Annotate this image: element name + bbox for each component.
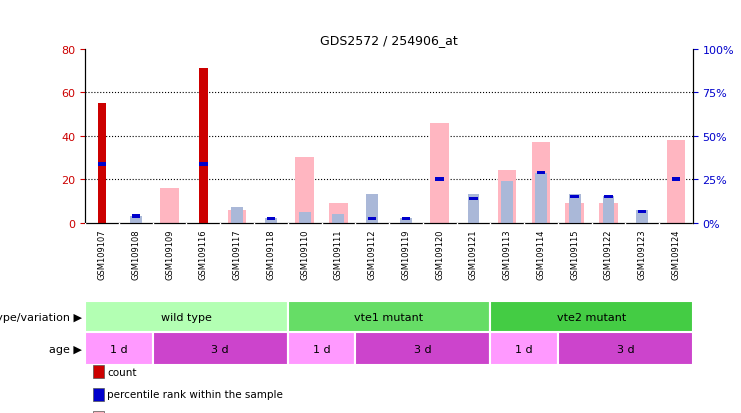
Text: genotype/variation ▶: genotype/variation ▶ bbox=[0, 312, 82, 322]
Bar bbox=[227, 210, 247, 223]
Bar bbox=[599, 204, 618, 223]
Text: value, Detection Call = ABSENT: value, Detection Call = ABSENT bbox=[107, 412, 273, 413]
Bar bbox=[602, 197, 614, 223]
Bar bbox=[98, 104, 106, 223]
Bar bbox=[667, 141, 685, 223]
Bar bbox=[531, 143, 551, 223]
Bar bbox=[299, 212, 310, 223]
Bar bbox=[535, 173, 547, 223]
Text: GSM109122: GSM109122 bbox=[604, 229, 613, 280]
Bar bbox=[329, 204, 348, 223]
Text: GSM109120: GSM109120 bbox=[435, 229, 444, 280]
Text: age ▶: age ▶ bbox=[49, 344, 82, 354]
Text: 1 d: 1 d bbox=[515, 344, 533, 354]
Text: count: count bbox=[107, 367, 137, 377]
Text: 1 d: 1 d bbox=[313, 344, 330, 354]
Bar bbox=[368, 217, 376, 220]
Bar bbox=[571, 195, 579, 199]
Text: GSM109113: GSM109113 bbox=[502, 229, 512, 280]
Bar bbox=[558, 332, 693, 366]
Bar bbox=[267, 217, 275, 220]
Text: vte1 mutant: vte1 mutant bbox=[354, 312, 424, 322]
Bar bbox=[469, 197, 478, 201]
Bar bbox=[565, 204, 584, 223]
Bar bbox=[498, 171, 516, 223]
Bar bbox=[638, 211, 646, 214]
Bar bbox=[672, 178, 680, 181]
Bar bbox=[501, 182, 513, 223]
Bar bbox=[355, 332, 491, 366]
Text: wild type: wild type bbox=[161, 312, 212, 322]
Bar bbox=[98, 163, 106, 166]
Bar bbox=[288, 332, 355, 366]
Text: 3 d: 3 d bbox=[414, 344, 431, 354]
Bar bbox=[436, 178, 444, 181]
Text: GSM109124: GSM109124 bbox=[671, 229, 680, 280]
Text: GSM109115: GSM109115 bbox=[570, 229, 579, 280]
Text: GSM109107: GSM109107 bbox=[98, 229, 107, 280]
Text: GSM109110: GSM109110 bbox=[300, 229, 309, 280]
Text: GSM109109: GSM109109 bbox=[165, 229, 174, 280]
Bar bbox=[491, 301, 693, 332]
Text: GSM109123: GSM109123 bbox=[638, 229, 647, 280]
Bar bbox=[402, 217, 410, 220]
Bar bbox=[132, 215, 140, 218]
Bar bbox=[333, 214, 345, 223]
Bar bbox=[199, 163, 207, 166]
Text: 3 d: 3 d bbox=[617, 344, 634, 354]
Bar bbox=[468, 195, 479, 223]
Text: GSM109119: GSM109119 bbox=[402, 229, 411, 280]
Bar bbox=[536, 171, 545, 175]
Bar bbox=[569, 195, 581, 223]
Text: GSM109111: GSM109111 bbox=[334, 229, 343, 280]
Bar bbox=[231, 208, 243, 223]
Bar bbox=[85, 332, 153, 366]
Bar bbox=[265, 219, 277, 223]
Title: GDS2572 / 254906_at: GDS2572 / 254906_at bbox=[320, 34, 458, 47]
Text: GSM109117: GSM109117 bbox=[233, 229, 242, 280]
Text: vte2 mutant: vte2 mutant bbox=[557, 312, 626, 322]
Text: GSM109114: GSM109114 bbox=[536, 229, 545, 280]
Bar bbox=[637, 210, 648, 223]
Bar bbox=[604, 195, 613, 199]
Bar bbox=[288, 301, 491, 332]
Text: GSM109112: GSM109112 bbox=[368, 229, 376, 280]
Bar bbox=[491, 332, 558, 366]
Bar bbox=[400, 219, 412, 223]
Bar bbox=[366, 195, 378, 223]
Text: GSM109118: GSM109118 bbox=[266, 229, 276, 280]
Bar bbox=[160, 188, 179, 223]
Text: percentile rank within the sample: percentile rank within the sample bbox=[107, 389, 283, 399]
Text: 3 d: 3 d bbox=[211, 344, 229, 354]
Bar bbox=[153, 332, 288, 366]
Bar bbox=[199, 69, 207, 223]
Bar bbox=[431, 123, 449, 223]
Bar bbox=[130, 216, 142, 223]
Text: GSM109108: GSM109108 bbox=[131, 229, 140, 280]
Bar bbox=[85, 301, 288, 332]
Text: GSM109121: GSM109121 bbox=[469, 229, 478, 280]
Text: 1 d: 1 d bbox=[110, 344, 127, 354]
Text: GSM109116: GSM109116 bbox=[199, 229, 208, 280]
Bar bbox=[296, 158, 314, 223]
